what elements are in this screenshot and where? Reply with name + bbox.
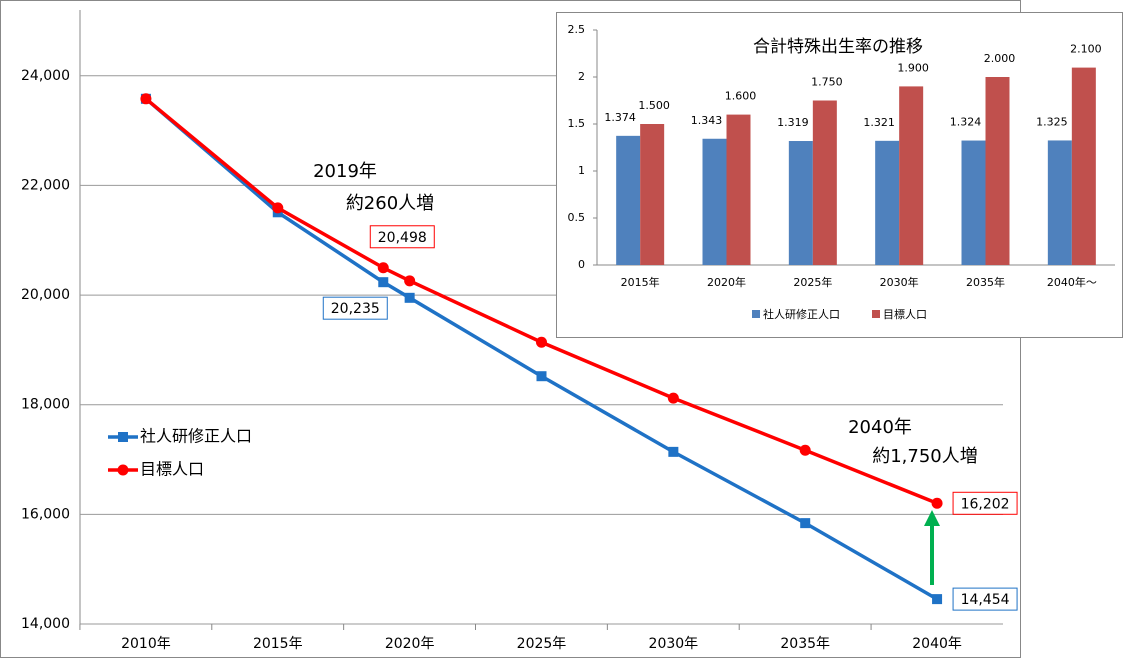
point bbox=[140, 93, 152, 105]
annotation: 約1,750人増 bbox=[872, 446, 978, 467]
bar bbox=[788, 141, 813, 265]
value-label-box bbox=[952, 491, 1018, 515]
x-tick-label: 2015年 bbox=[621, 275, 660, 289]
x-tick-label: 2030年 bbox=[880, 275, 919, 289]
x-tick-label: 2035年 bbox=[966, 275, 1005, 289]
bar bbox=[1071, 67, 1096, 265]
bar bbox=[1047, 140, 1072, 265]
value-label: 1.324 bbox=[950, 116, 982, 129]
value-label-box bbox=[369, 225, 435, 249]
y-tick-label: 16,000 bbox=[21, 506, 70, 522]
bar bbox=[899, 86, 924, 266]
y-tick-label: 2.5 bbox=[568, 23, 586, 36]
y-tick-label: 2 bbox=[578, 70, 585, 83]
value-label: 1.319 bbox=[777, 116, 809, 129]
annotation: 約260人増 bbox=[346, 193, 434, 214]
x-tick-label: 2030年 bbox=[649, 636, 699, 652]
x-tick-label: 2020年 bbox=[385, 636, 435, 652]
point bbox=[799, 444, 811, 456]
value-label: 1.321 bbox=[863, 116, 895, 129]
bar bbox=[985, 77, 1010, 265]
x-tick-label: 2015年 bbox=[253, 636, 303, 652]
y-tick-label: 24,000 bbox=[21, 68, 70, 84]
value-label-box bbox=[322, 296, 388, 320]
point bbox=[800, 518, 811, 529]
point bbox=[668, 446, 679, 457]
point bbox=[404, 292, 415, 303]
point bbox=[378, 277, 389, 288]
x-tick-label: 2035年 bbox=[780, 636, 830, 652]
legend-marker bbox=[752, 310, 760, 318]
x-tick-label: 2040年 bbox=[912, 636, 962, 652]
value-label: 14,454 bbox=[961, 592, 1010, 608]
bar bbox=[961, 140, 986, 265]
legend-marker bbox=[872, 310, 880, 318]
x-tick-label: 2025年 bbox=[793, 275, 832, 289]
value-label: 16,202 bbox=[961, 496, 1010, 512]
y-tick-label: 1 bbox=[578, 164, 585, 177]
value-label: 20,498 bbox=[378, 230, 427, 246]
value-label: 1.325 bbox=[1036, 115, 1068, 128]
bar bbox=[726, 114, 751, 265]
y-tick-label: 1.5 bbox=[568, 117, 586, 130]
bar bbox=[640, 124, 665, 265]
value-label: 1.374 bbox=[604, 111, 636, 124]
point bbox=[404, 275, 416, 287]
annotation: 2040年 bbox=[848, 417, 912, 438]
value-label-box bbox=[952, 587, 1018, 611]
legend-label: 目標人口 bbox=[883, 307, 927, 321]
bar bbox=[702, 138, 727, 265]
x-tick-label: 2040年～ bbox=[1047, 275, 1097, 289]
point bbox=[377, 262, 389, 274]
chart-title: 合計特殊出生率の推移 bbox=[753, 37, 923, 57]
x-tick-label: 2010年 bbox=[121, 636, 171, 652]
bar bbox=[875, 140, 900, 265]
value-label: 2.100 bbox=[1070, 43, 1102, 56]
legend-marker bbox=[118, 432, 128, 442]
point bbox=[536, 371, 547, 382]
value-label: 20,235 bbox=[331, 301, 380, 317]
value-label: 2.000 bbox=[984, 52, 1016, 65]
value-label: 1.600 bbox=[725, 90, 757, 103]
value-label: 1.900 bbox=[897, 61, 929, 74]
point bbox=[272, 202, 284, 214]
value-label: 1.750 bbox=[811, 76, 843, 89]
x-tick-label: 2025年 bbox=[517, 636, 567, 652]
y-tick-label: 22,000 bbox=[21, 177, 70, 193]
y-tick-label: 14,000 bbox=[21, 616, 70, 632]
bar bbox=[616, 135, 641, 265]
series-line bbox=[144, 97, 938, 505]
point bbox=[931, 497, 943, 509]
bar bbox=[812, 100, 837, 265]
y-tick-label: 18,000 bbox=[21, 397, 70, 413]
point bbox=[932, 594, 943, 605]
series-line bbox=[144, 97, 938, 601]
legend-label: 社人研修正人口 bbox=[140, 427, 252, 446]
point bbox=[667, 392, 679, 404]
value-label: 1.343 bbox=[691, 114, 723, 127]
legend-label: 社人研修正人口 bbox=[763, 307, 840, 321]
x-tick-label: 2020年 bbox=[707, 275, 746, 289]
y-tick-label: 20,000 bbox=[21, 287, 70, 303]
value-label: 1.500 bbox=[638, 99, 670, 112]
y-tick-label: 0 bbox=[578, 258, 585, 271]
legend-marker bbox=[117, 464, 129, 476]
y-tick-label: 0.5 bbox=[568, 211, 586, 224]
legend-label: 目標人口 bbox=[140, 460, 204, 479]
point bbox=[536, 336, 547, 348]
annotation: 2019年 bbox=[313, 161, 377, 182]
